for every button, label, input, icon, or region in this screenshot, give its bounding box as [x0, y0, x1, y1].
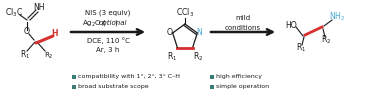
Text: O: O [24, 27, 30, 37]
Text: NIS (3 equiv): NIS (3 equiv) [85, 10, 131, 16]
Text: optional: optional [99, 20, 127, 26]
Text: DCE, 110 °C: DCE, 110 °C [87, 38, 129, 44]
Text: ): ) [114, 20, 117, 26]
Text: Ar, 3 h: Ar, 3 h [96, 47, 120, 53]
Text: H: H [52, 30, 58, 38]
Text: Cl$_3$C: Cl$_3$C [5, 7, 23, 19]
Bar [72, 85, 76, 89]
Text: Ag$_2$O (: Ag$_2$O ( [82, 18, 107, 28]
Text: R$_2$: R$_2$ [321, 34, 331, 46]
Text: R$_1$: R$_1$ [20, 49, 30, 61]
Text: compatibility with 1°, 2°, 3° C–H: compatibility with 1°, 2°, 3° C–H [78, 74, 180, 79]
Text: NH: NH [33, 3, 45, 13]
Text: conditions: conditions [225, 25, 261, 31]
Text: NH$_2$: NH$_2$ [329, 11, 345, 23]
Text: R$_1$: R$_1$ [296, 42, 306, 54]
Text: CCl$_3$: CCl$_3$ [176, 7, 194, 19]
Text: R$_1$: R$_1$ [167, 50, 178, 63]
Text: simple operation: simple operation [216, 84, 269, 89]
Text: 2: 2 [49, 54, 52, 60]
Text: high efficiency: high efficiency [216, 74, 262, 79]
Text: broad substrate scope: broad substrate scope [78, 84, 149, 89]
Bar [210, 75, 214, 78]
Text: HO: HO [285, 20, 297, 30]
Text: N: N [197, 28, 202, 37]
Text: O: O [167, 28, 173, 37]
Text: mild: mild [235, 15, 251, 21]
Bar [72, 75, 76, 78]
Text: R$_2$: R$_2$ [194, 50, 204, 63]
Bar [210, 85, 214, 89]
Text: R: R [45, 52, 50, 58]
